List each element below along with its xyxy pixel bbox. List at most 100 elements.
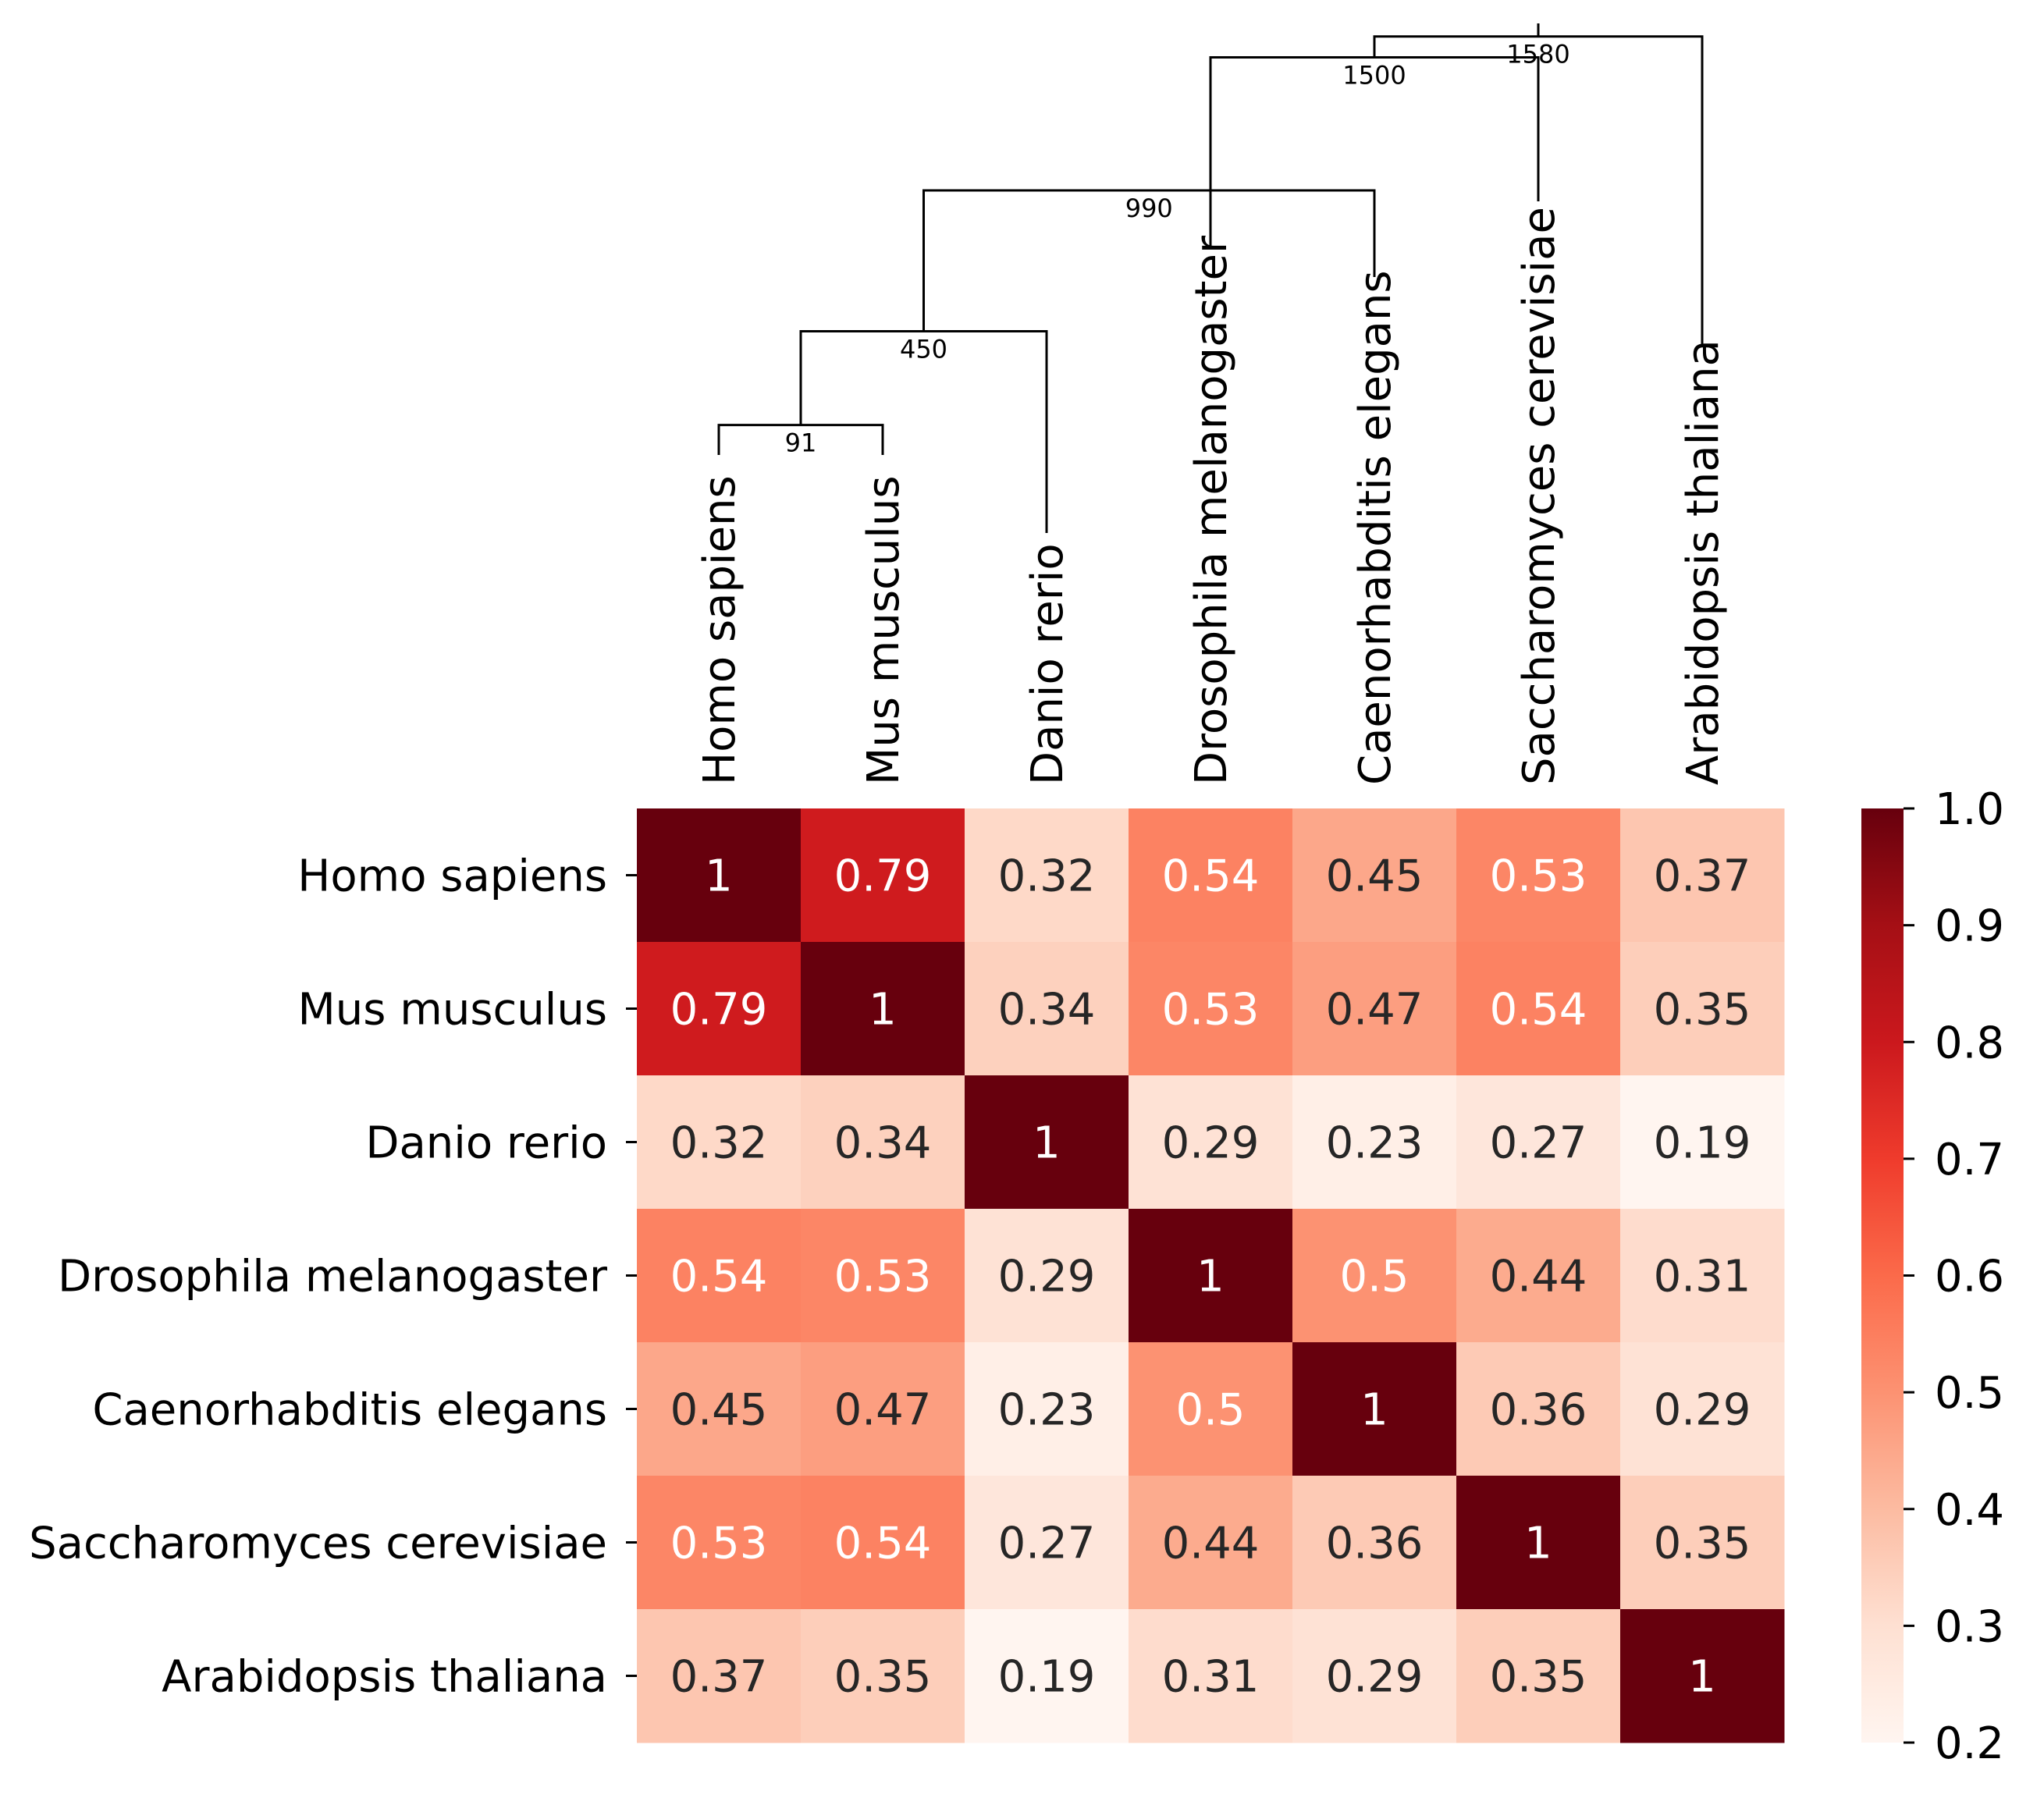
cell-value-label: 1 <box>1196 1252 1225 1302</box>
cell-value-label: 1 <box>1033 1118 1061 1169</box>
heatmap-cell <box>637 942 802 1076</box>
row-label: Drosophila melanogaster <box>58 1252 608 1302</box>
cell-value-label: 0.19 <box>1654 1118 1751 1169</box>
cell-value-label: 0.29 <box>1162 1118 1260 1169</box>
heatmap-cell <box>1292 1342 1457 1476</box>
row-label: Caenorhabditis elegans <box>92 1385 607 1436</box>
heatmap-cell <box>1620 1209 1785 1343</box>
heatmap-cell <box>1620 1075 1785 1210</box>
heatmap-cell <box>637 1075 802 1210</box>
heatmap-cell <box>1620 1342 1785 1476</box>
cell-value-label: 0.37 <box>670 1652 768 1703</box>
heatmap-cell <box>1292 1609 1457 1743</box>
row-label: Danio rerio <box>365 1118 607 1169</box>
cell-value-label: 0.45 <box>670 1385 768 1436</box>
cell-value-label: 1 <box>1360 1385 1388 1436</box>
column-label: Mus musculus <box>858 475 909 785</box>
cell-value-label: 0.5 <box>1175 1385 1245 1436</box>
cell-value-label: 0.32 <box>998 851 1096 902</box>
colorbar-tick-label: 0.9 <box>1935 901 2004 952</box>
cell-value-label: 0.54 <box>670 1252 768 1302</box>
colorbar-tick-label: 0.6 <box>1935 1252 2004 1302</box>
heatmap-cell <box>1456 1609 1621 1743</box>
heatmap-cell <box>1292 1476 1457 1610</box>
colorbar-tick-label: 0.8 <box>1935 1018 2004 1068</box>
heatmap-cell <box>801 1609 965 1743</box>
heatmap-cell <box>1292 808 1457 943</box>
heatmap-grid: 1 0.79 0.32 0.54 0.45 0.53 0.37 0.79 1 0.34 0.53 0.… <box>637 808 1785 1743</box>
cell-value-label: 0.29 <box>1654 1385 1751 1436</box>
colorbar-tick-label: 1.0 <box>1935 784 2004 835</box>
colorbar: 1.0 0.9 0.8 0.7 0.6 0.5 0.4 0.3 0.2 <box>1861 784 2004 1769</box>
colorbar-gradient <box>1861 808 1904 1743</box>
cell-value-label: 0.35 <box>1654 1519 1751 1569</box>
heatmap-cell <box>637 1609 802 1743</box>
dendrogram-branch <box>717 424 884 455</box>
column-label: Saccharomyces cerevisiae <box>1514 207 1565 785</box>
cell-value-label: 0.53 <box>1162 985 1260 1036</box>
cell-value-label: 0.54 <box>1162 851 1260 902</box>
heatmap-cell <box>801 1075 965 1210</box>
dendrogram: 91 450 990 1500 1580 <box>717 23 1704 533</box>
heatmap-cell <box>965 1609 1129 1743</box>
cell-value-label: 0.53 <box>670 1519 768 1569</box>
cell-value-label: 0.37 <box>1654 851 1751 902</box>
cell-value-label: 0.35 <box>834 1652 932 1703</box>
row-label: Homo sapiens <box>297 851 607 902</box>
cell-value-label: 0.27 <box>1490 1118 1587 1169</box>
heatmap-cell <box>1620 808 1785 943</box>
cell-value-label: 0.44 <box>1162 1519 1260 1569</box>
heatmap-cell <box>1456 942 1621 1076</box>
cell-value-label: 0.23 <box>998 1385 1096 1436</box>
cell-value-label: 0.35 <box>1654 985 1751 1036</box>
dendrogram-node-label: 990 <box>1125 194 1173 223</box>
cell-value-label: 1 <box>869 985 897 1036</box>
colorbar-tick-label: 0.7 <box>1935 1135 2004 1185</box>
heatmap-cell <box>637 1342 802 1476</box>
heatmap-cell <box>801 808 965 943</box>
cell-value-label: 0.34 <box>834 1118 932 1169</box>
heatmap-cell <box>1456 1209 1621 1343</box>
colorbar-tick-label: 0.5 <box>1935 1368 2004 1419</box>
cell-value-label: 0.31 <box>1162 1652 1260 1703</box>
dendrogram-node-label: 1500 <box>1342 60 1406 90</box>
heatmap-cell <box>1129 1209 1293 1343</box>
heatmap-cell <box>1129 942 1293 1076</box>
heatmap-cell <box>1129 1609 1293 1743</box>
column-label: Drosophila melanogaster <box>1186 235 1237 785</box>
row-label: Mus musculus <box>297 985 607 1036</box>
cell-value-label: 0.5 <box>1339 1252 1409 1302</box>
cell-value-label: 0.53 <box>1490 851 1587 902</box>
heatmap-cell <box>1292 1209 1457 1343</box>
cell-value-label: 0.34 <box>998 985 1096 1036</box>
column-label: Homo sapiens <box>695 475 745 785</box>
heatmap-cell <box>965 1476 1129 1610</box>
cell-value-label: 0.31 <box>1654 1252 1751 1302</box>
cell-value-label: 0.36 <box>1326 1519 1424 1569</box>
row-label: Saccharomyces cerevisiae <box>29 1519 607 1569</box>
cell-value-label: 0.53 <box>834 1252 932 1302</box>
cell-value-label: 0.45 <box>1326 851 1424 902</box>
heatmap-cell <box>1620 1476 1785 1610</box>
cell-value-label: 0.29 <box>998 1252 1096 1302</box>
dendrogram-branch <box>922 189 1376 332</box>
heatmap-cell <box>801 1476 965 1610</box>
heatmap-cell <box>1292 1075 1457 1210</box>
heatmap-cell <box>1456 1075 1621 1210</box>
cell-value-label: 0.79 <box>670 985 768 1036</box>
cell-value-label: 0.44 <box>1490 1252 1587 1302</box>
row-label: Arabidopsis thaliana <box>162 1652 607 1703</box>
cell-value-label: 1 <box>1688 1652 1716 1703</box>
heatmap-cell <box>1456 1476 1621 1610</box>
column-label: Caenorhabditis elegans <box>1350 270 1401 785</box>
heatmap-cell <box>1292 942 1457 1076</box>
heatmap-cell <box>1129 1075 1293 1210</box>
cell-value-label: 0.27 <box>998 1519 1096 1569</box>
heatmap-cell <box>1456 1342 1621 1476</box>
cell-value-label: 0.23 <box>1326 1118 1424 1169</box>
cell-value-label: 0.79 <box>834 851 932 902</box>
colorbar-tick-label: 0.4 <box>1935 1485 2004 1536</box>
column-label: Danio rerio <box>1022 543 1073 785</box>
heatmap-cell <box>1620 942 1785 1076</box>
